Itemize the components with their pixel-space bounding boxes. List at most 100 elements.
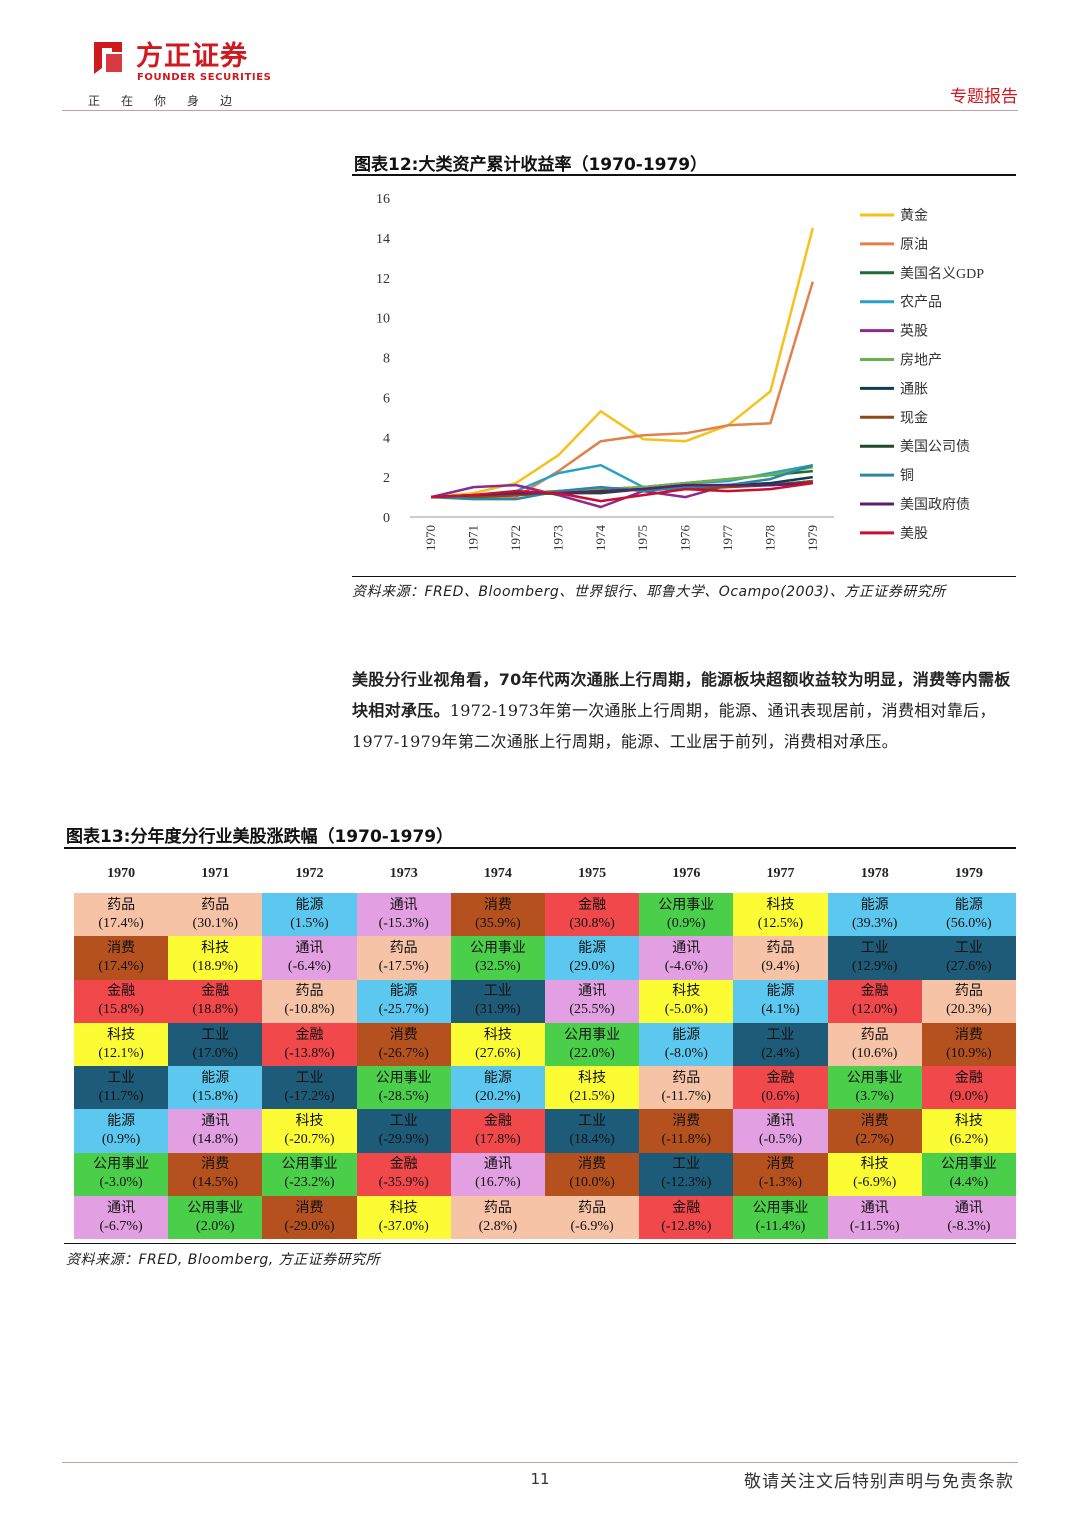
sector-name: 工业 (860, 940, 889, 956)
x-tick-label: 1974 (593, 525, 608, 552)
sector-return: (4.4%) (949, 1175, 989, 1191)
sector-return: (3.7%) (855, 1088, 894, 1104)
series-line (431, 281, 814, 499)
x-tick-label: 1970 (423, 525, 438, 551)
sector-name: 科技 (954, 1114, 983, 1130)
sector-cell: 公用事业 (-3.0%) (74, 1152, 169, 1197)
header-divider (62, 110, 1018, 111)
x-tick-label: 1978 (762, 525, 777, 551)
x-tick-label: 1976 (678, 525, 693, 552)
sector-name: 工业 (389, 1114, 418, 1130)
sector-name: 公用事业 (658, 897, 715, 913)
sector-name: 消费 (766, 1157, 795, 1173)
sector-return: (-12.3%) (661, 1175, 712, 1191)
sector-return: (-6.7%) (99, 1218, 143, 1234)
sector-name: 科技 (483, 1027, 512, 1043)
sector-name: 公用事业 (752, 1200, 809, 1216)
sector-name: 消费 (672, 1114, 701, 1130)
sector-name: 通讯 (860, 1200, 889, 1216)
sector-cell: 能源 (-8.0%) (639, 1022, 734, 1067)
sector-return: (-5.0%) (664, 1002, 708, 1018)
sector-return: (20.3%) (946, 1002, 992, 1018)
sector-return: (-6.9%) (853, 1175, 897, 1191)
sector-name: 能源 (201, 1070, 230, 1086)
legend-label: 美国政府债 (900, 497, 970, 513)
sector-return: (30.8%) (569, 915, 615, 931)
figure13-year-header: 1970 1971 1972 1973 1974 1975 1976 1977 1978 1979 (74, 860, 1016, 888)
sector-name: 能源 (107, 1114, 136, 1130)
sector-name: 能源 (954, 897, 983, 913)
series-line (431, 227, 815, 499)
sector-return: (17.0%) (192, 1045, 239, 1061)
sector-name: 公用事业 (187, 1200, 244, 1216)
sector-cell: 药品 (30.1%) (168, 893, 263, 937)
sector-cell: 公用事业 (-23.2%) (262, 1152, 357, 1197)
sector-return: (29.0%) (569, 958, 615, 974)
paragraph-bold-lead: 美股分行业视角看，70年代两次通胀上行周期，能源板块超额收益较为明显，消费等内需… (352, 670, 1011, 720)
sector-cell: 金融 (30.8%) (544, 893, 640, 937)
sector-name: 科技 (578, 1070, 607, 1086)
sector-cell: 药品 (-11.7%) (639, 1066, 734, 1110)
paragraph-text: 1972-1973年第一次通胀上行周期，能源、通讯表现居前，消费相对靠后，197… (352, 701, 996, 751)
sector-return: (25.5%) (569, 1002, 615, 1018)
sector-cell: 通讯 (-0.5%) (733, 1109, 828, 1153)
sector-cell: 工业 (31.9%) (450, 979, 545, 1023)
sector-return: (18.9%) (192, 958, 239, 974)
sector-return: (0.9%) (101, 1132, 141, 1148)
sector-cell: 药品 (-10.8%) (262, 979, 357, 1023)
legend-label: 原油 (900, 237, 928, 253)
sector-cell: 工业 (-17.2%) (262, 1066, 357, 1110)
sector-name: 药品 (954, 984, 983, 1000)
sector-return: (35.9%) (475, 915, 521, 931)
figure12-bottom-rule (352, 576, 1016, 577)
legend-label: 美国名义GDP (900, 266, 984, 282)
figure12-line-chart: 0 2 4 6 8 10 12 14 16 1970 1971 1972 1973 1974 1975 197… (376, 192, 984, 552)
sector-return: (-37.0%) (378, 1218, 429, 1234)
sector-name: 药品 (295, 984, 324, 1000)
sector-cell: 能源 (1.5%) (262, 893, 357, 937)
sector-name: 药品 (578, 1200, 607, 1216)
sector-name: 通讯 (483, 1157, 512, 1173)
sector-name: 公用事业 (469, 940, 526, 956)
sector-name: 消费 (860, 1114, 889, 1130)
sector-cell: 药品 (-17.5%) (356, 936, 451, 980)
sector-return: (-10.8%) (284, 1002, 335, 1018)
sector-cell: 药品 (10.6%) (827, 1022, 922, 1067)
sector-return: (-29.0%) (284, 1218, 335, 1234)
sector-return: (-15.3%) (378, 915, 429, 931)
sector-return: (-1.3%) (758, 1175, 803, 1191)
sector-cell: 科技 (-6.9%) (827, 1152, 922, 1197)
sector-name: 金融 (860, 984, 889, 1000)
sector-return: (-35.9%) (378, 1175, 429, 1191)
figure12-title: 图表12:大类资产累计收益率（1970-1979） (354, 155, 708, 175)
sector-return: (27.6%) (946, 958, 992, 974)
sector-name: 能源 (295, 897, 324, 913)
sector-name: 工业 (954, 940, 983, 956)
sector-cell: 消费 (17.4%) (74, 936, 169, 980)
sector-return: (31.9%) (475, 1002, 521, 1018)
y-tick-label: 4 (383, 431, 390, 446)
sector-return: (10.6%) (851, 1045, 898, 1061)
sector-cell: 工业 (-29.9%) (356, 1109, 451, 1153)
sector-cell: 通讯 (14.8%) (168, 1109, 263, 1153)
sector-name: 科技 (295, 1114, 324, 1130)
figure13-title: 图表13:分年度分行业美股涨跌幅（1970-1979） (66, 827, 454, 847)
sector-name: 科技 (389, 1200, 418, 1216)
series-line (431, 481, 813, 503)
sector-return: (9.0%) (949, 1088, 989, 1104)
sector-cell: 金融 (-12.8%) (639, 1196, 734, 1240)
sector-return: (11.7%) (98, 1088, 144, 1104)
body-paragraph: 美股分行业视角看，70年代两次通胀上行周期，能源板块超额收益较为明显，消费等内需… (352, 664, 1022, 757)
sector-name: 工业 (295, 1070, 324, 1086)
sector-return: (-20.7%) (284, 1132, 335, 1148)
year-header-cell: 1978 (860, 866, 889, 881)
brand-slogan: 正在你身边 (88, 94, 254, 108)
sector-return: (-11.5%) (849, 1218, 900, 1234)
sector-name: 消费 (201, 1157, 230, 1173)
sector-return: (-11.7%) (661, 1088, 712, 1104)
sector-return: (-29.9%) (378, 1132, 429, 1148)
sector-name: 金融 (766, 1070, 795, 1086)
sector-cell: 工业 (12.9%) (827, 936, 922, 980)
sector-cell: 科技 (-37.0%) (356, 1196, 451, 1240)
sector-name: 工业 (483, 984, 512, 1000)
